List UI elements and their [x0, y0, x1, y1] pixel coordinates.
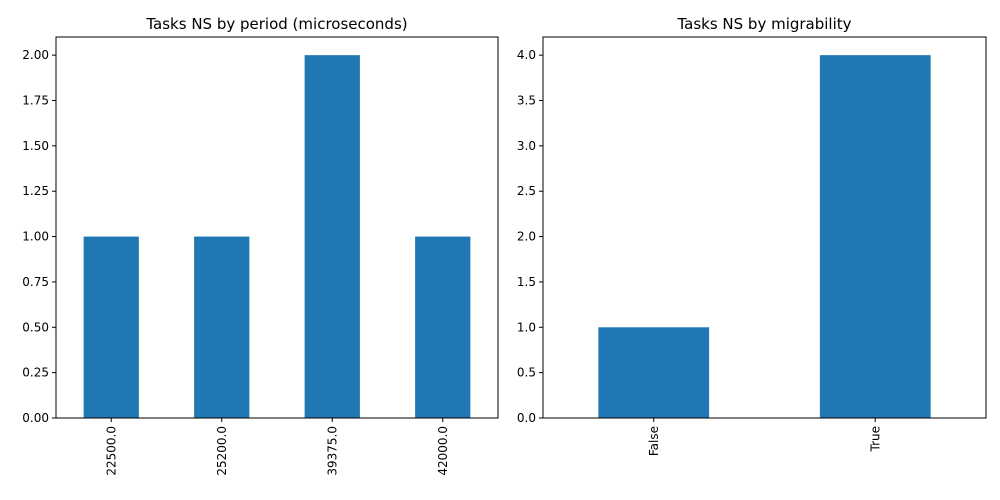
- x-tick-label: True: [868, 426, 882, 453]
- chart-title: Tasks NS by period (microseconds): [145, 15, 407, 33]
- x-tick-label: 22500.0: [104, 426, 118, 476]
- y-tick-label: 0.00: [22, 411, 49, 425]
- axes-frame: [55, 36, 499, 419]
- bar-39375.0: [304, 55, 360, 419]
- y-tick-label: 1.75: [22, 94, 49, 108]
- x-tick-label: 42000.0: [436, 426, 450, 476]
- y-tick-label: 2.5: [517, 184, 536, 198]
- bar-22500.0: [83, 236, 139, 418]
- y-tick-label: 1.0: [517, 320, 536, 334]
- y-tick-label: 3.0: [517, 139, 536, 153]
- x-tick-label: False: [647, 426, 661, 456]
- y-tick-label: 2.0: [517, 230, 536, 244]
- y-tick-label: 2.00: [22, 48, 49, 62]
- x-tick-label: 25200.0: [215, 426, 229, 476]
- chart-tasks-by-migrability: Tasks NS by migrability 0.0 0.5 1.0 1.5 2.0 2.…: [517, 15, 987, 456]
- x-tick-label: 39375.0: [325, 426, 339, 476]
- y-tick-label: 1.5: [517, 275, 536, 289]
- bar-42000.0: [415, 236, 471, 418]
- y-tick-label: 1.00: [22, 230, 49, 244]
- y-tick-label: 3.5: [517, 94, 536, 108]
- bar-True: [819, 55, 931, 419]
- y-tick-label: 1.25: [22, 184, 49, 198]
- axes-frame: [542, 36, 987, 419]
- bar-False: [598, 327, 710, 418]
- chart-tasks-by-period: Tasks NS by period (microseconds) 0.00 0.2…: [22, 15, 499, 476]
- y-tick-label: 1.50: [22, 139, 49, 153]
- y-tick-label: 0.25: [22, 366, 49, 380]
- y-tick-label: 0.0: [517, 411, 536, 425]
- y-tick-label: 0.5: [517, 366, 536, 380]
- y-tick-label: 4.0: [517, 48, 536, 62]
- y-tick-label: 0.50: [22, 320, 49, 334]
- y-tick-label: 0.75: [22, 275, 49, 289]
- bar-25200.0: [194, 236, 250, 418]
- chart-title: Tasks NS by migrability: [676, 15, 851, 33]
